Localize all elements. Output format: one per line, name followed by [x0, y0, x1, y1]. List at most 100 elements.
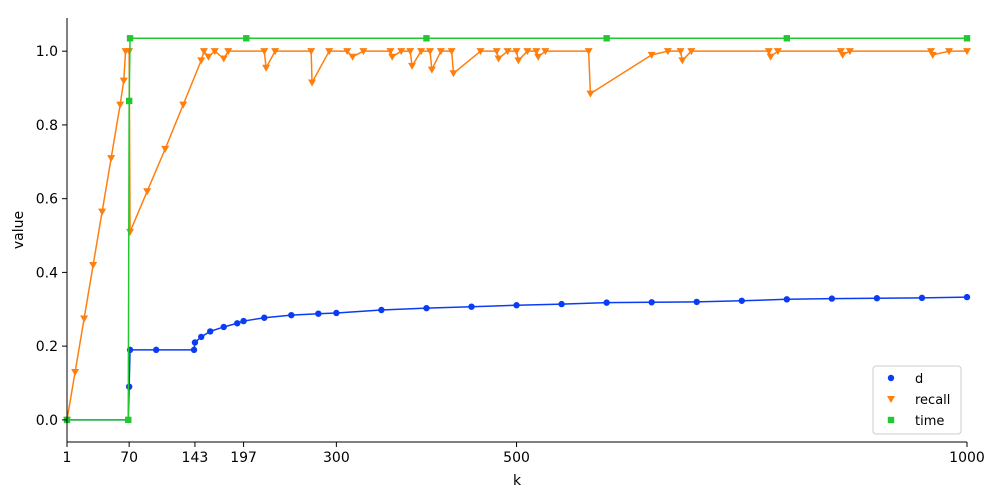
- x-tick-label: 500: [503, 450, 530, 466]
- data-point-recall: [926, 48, 935, 56]
- y-tick-label: 0.0: [36, 413, 58, 429]
- data-point-d: [783, 296, 791, 303]
- data-point-recall: [963, 48, 971, 56]
- data-point-recall: [541, 48, 550, 56]
- data-point-recall: [494, 55, 503, 63]
- data-point-recall: [260, 48, 269, 56]
- data-point-recall: [678, 57, 687, 65]
- legend-item-recall: recall: [887, 393, 950, 408]
- data-point-recall: [80, 315, 89, 323]
- data-point-d: [693, 298, 700, 306]
- data-point-recall: [476, 48, 485, 56]
- legend-box: [872, 365, 962, 435]
- data-point-recall: [197, 57, 206, 65]
- data-point-recall: [766, 53, 775, 61]
- data-point-recall: [512, 48, 521, 56]
- data-point-recall: [143, 188, 152, 196]
- data-point-d: [828, 295, 836, 302]
- data-point-recall: [98, 208, 107, 216]
- y-tick-label: 0.4: [36, 265, 58, 281]
- data-point-recall: [944, 48, 953, 56]
- x-tick-label: 300: [323, 450, 350, 466]
- x-tick-label: 143: [182, 450, 209, 466]
- data-point-recall: [663, 48, 672, 56]
- data-point-recall: [523, 48, 532, 56]
- data-point-recall: [436, 48, 445, 56]
- data-point-d: [190, 346, 198, 354]
- data-point-recall: [161, 145, 170, 153]
- x-tick-label: 1: [63, 450, 72, 466]
- data-point-time: [603, 35, 610, 42]
- data-point-d: [191, 339, 199, 346]
- series-d: [63, 293, 971, 424]
- data-point-d: [558, 300, 565, 308]
- data-point-recall: [676, 48, 685, 56]
- data-point-recall: [219, 55, 228, 63]
- data-point-d: [648, 299, 655, 306]
- data-point-recall: [503, 48, 512, 56]
- data-point-recall: [359, 48, 368, 56]
- x-axis-title: k: [513, 473, 522, 489]
- data-point-d: [198, 333, 205, 341]
- data-point-time: [783, 35, 791, 42]
- data-point-recall: [325, 48, 334, 56]
- data-point-recall: [119, 77, 128, 85]
- data-point-recall: [406, 48, 415, 56]
- legend: d recall time: [872, 365, 962, 435]
- data-point-recall: [343, 48, 352, 56]
- data-point-recall: [224, 48, 233, 56]
- data-point-d: [918, 294, 926, 302]
- data-point-recall: [348, 53, 357, 61]
- data-point-d: [152, 346, 160, 354]
- data-point-recall: [447, 48, 456, 56]
- data-point-recall: [107, 155, 116, 163]
- legend-label-d: d: [915, 372, 923, 387]
- y-tick-label: 0.8: [36, 118, 58, 134]
- data-point-recall: [126, 228, 135, 236]
- data-point-recall: [408, 62, 417, 70]
- data-point-d: [125, 383, 133, 390]
- data-point-recall: [89, 262, 98, 270]
- data-point-recall: [199, 48, 208, 56]
- data-point-time: [963, 35, 971, 42]
- data-point-recall: [647, 51, 656, 59]
- data-point-recall: [271, 48, 280, 56]
- data-point-time: [125, 416, 132, 424]
- data-point-recall: [262, 64, 271, 72]
- data-point-time: [423, 35, 430, 42]
- data-point-d: [513, 302, 520, 309]
- series-time: [63, 35, 971, 424]
- x-tick-label: 197: [230, 450, 257, 466]
- legend-label-recall: recall: [915, 393, 950, 408]
- data-point-recall: [586, 90, 595, 98]
- legend-marker-time: [887, 416, 895, 424]
- data-point-recall: [928, 51, 937, 59]
- data-point-recall: [449, 70, 458, 78]
- data-point-d: [378, 306, 385, 314]
- data-point-recall: [532, 48, 541, 56]
- data-point-d: [963, 293, 971, 301]
- data-point-recall: [308, 79, 317, 87]
- data-point-d: [423, 304, 430, 312]
- data-point-d: [468, 303, 475, 310]
- data-point-d: [240, 317, 247, 325]
- y-tick-label: 0.6: [36, 192, 58, 208]
- data-point-time: [126, 35, 134, 42]
- legend-marker-d: [887, 374, 895, 382]
- x-tick-label: 1000: [949, 450, 985, 466]
- data-point-recall: [836, 48, 845, 56]
- data-point-d: [873, 295, 881, 302]
- data-point-recall: [388, 53, 397, 61]
- data-point-time: [125, 97, 133, 105]
- data-point-recall: [514, 57, 523, 65]
- y-tick-label: 0.2: [36, 339, 58, 355]
- data-point-recall: [845, 48, 854, 56]
- series-recall: [63, 48, 971, 424]
- data-point-recall: [210, 48, 219, 56]
- data-point-recall: [492, 48, 501, 56]
- y-tick-label: 1.0: [36, 44, 58, 60]
- series-line-recall: [66, 50, 967, 421]
- data-point-d: [261, 314, 268, 321]
- data-point-recall: [584, 48, 593, 56]
